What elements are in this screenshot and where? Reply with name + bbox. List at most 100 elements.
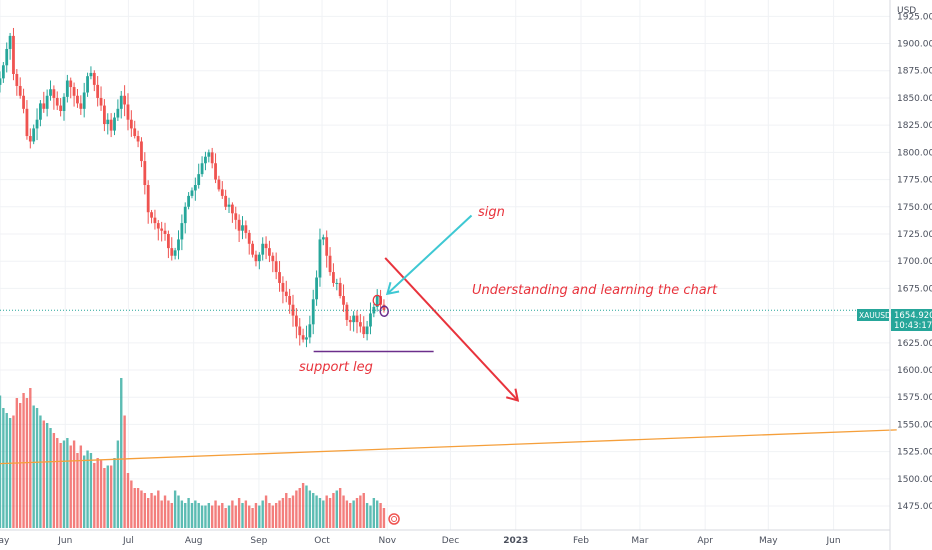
candle-body	[76, 95, 79, 104]
down-arrow-head	[505, 388, 520, 402]
volume-bar	[93, 463, 96, 528]
candle-body	[126, 104, 130, 120]
candle-body	[294, 315, 298, 327]
candle-body	[89, 72, 93, 77]
signal-circle-purple[interactable]	[379, 305, 389, 318]
volume-bar	[109, 465, 113, 528]
volume-bar	[133, 488, 136, 528]
event-marker-icon[interactable]	[388, 513, 400, 525]
candle-body	[72, 87, 76, 96]
candle-body	[150, 212, 153, 218]
bar-countdown: 10:43:17	[894, 321, 932, 331]
sign-annotation[interactable]: sign	[478, 205, 505, 220]
volume-bar	[295, 490, 298, 528]
volume-bar	[332, 493, 335, 528]
volume-bar	[217, 505, 221, 528]
volume-bar	[163, 495, 167, 528]
down-arrow[interactable]	[384, 257, 519, 402]
volume-bar	[301, 483, 305, 528]
volume-bar	[177, 495, 180, 528]
candle-body	[129, 119, 133, 129]
candle-body	[193, 185, 197, 191]
y-tick-label: 1475.000	[897, 502, 932, 512]
candle-body	[382, 304, 386, 311]
candle-body	[177, 239, 180, 251]
candle-body	[8, 35, 12, 49]
candle-body	[113, 117, 116, 131]
candle-body	[291, 304, 295, 316]
volume-bar	[285, 493, 288, 528]
x-tick-label: Jun	[826, 536, 841, 546]
candle-body	[234, 213, 238, 220]
candle-body	[214, 163, 217, 180]
volume-bar	[254, 503, 258, 528]
candle-body	[207, 152, 211, 157]
candle-body	[264, 243, 268, 249]
volume-bar	[278, 500, 281, 528]
candle-body	[301, 335, 305, 340]
volume-bar	[231, 500, 234, 528]
candle-body	[28, 136, 32, 142]
volume-bar	[173, 490, 177, 528]
volume-bar	[153, 495, 157, 528]
candle-body	[119, 95, 123, 109]
volume-bar	[113, 458, 116, 528]
candle-body	[15, 74, 19, 86]
volume-bar	[261, 500, 264, 528]
volume-bar	[214, 500, 217, 528]
volume-bar	[66, 438, 69, 528]
candle-body	[39, 103, 42, 120]
candle-body	[281, 282, 285, 292]
candle-body	[288, 296, 292, 305]
support-annotation[interactable]: support leg	[299, 360, 373, 375]
volume-bar	[190, 503, 194, 528]
y-tick-label: 1800.000	[897, 148, 932, 158]
volume-bar	[5, 413, 8, 528]
candle-body	[190, 190, 194, 196]
candle-body	[217, 179, 221, 190]
y-tick-label: 1925.000	[897, 12, 932, 22]
y-tick-label: 1525.000	[897, 448, 932, 458]
candle-body	[247, 232, 251, 244]
trend-line[interactable]	[0, 429, 897, 465]
volume-bar	[258, 505, 261, 528]
volume-bar	[328, 498, 332, 528]
candle-body	[59, 105, 63, 112]
volume-bar	[136, 488, 140, 528]
volume-bar	[315, 495, 318, 528]
volume-bar	[197, 503, 200, 528]
volume-bar	[116, 440, 120, 528]
candle-body	[261, 243, 265, 255]
candle-body	[166, 233, 170, 249]
volume-bar	[288, 498, 291, 528]
symbol-tag-bg	[857, 309, 889, 321]
volume-bar	[62, 440, 66, 528]
price-axis[interactable]: 1925.000 1900.000 1875.000 1850.000 1825.000…	[897, 12, 932, 512]
candle-body	[375, 296, 379, 307]
candle-body	[274, 261, 278, 273]
candle-body	[200, 163, 204, 175]
time-axis[interactable]: May Jun Jul Aug Sep Oct Nov Dec 2023 Feb Mar Apr May…	[0, 536, 841, 546]
candle-body	[173, 250, 177, 256]
signal-circle-red[interactable]	[372, 294, 382, 307]
candle-body	[136, 136, 140, 142]
main-annotation[interactable]: Understanding and learning the chart	[472, 283, 718, 298]
y-tick-label: 1750.000	[897, 203, 932, 213]
volume-bar	[376, 500, 379, 528]
sign-arrow[interactable]	[386, 214, 473, 295]
volume-bar	[298, 488, 301, 528]
volume-bar	[150, 493, 153, 528]
volume-bar	[39, 415, 42, 528]
volume-bar	[32, 405, 35, 528]
volume-bar	[106, 465, 109, 528]
last-price-tag: XAUUSD 1654.920 10:43:17	[857, 309, 932, 331]
candle-body	[244, 225, 248, 233]
candle-body	[69, 80, 73, 88]
volume-bar	[221, 503, 224, 528]
candle-body	[210, 152, 214, 164]
volume-bar	[29, 388, 32, 528]
currency-label: USD	[897, 6, 916, 16]
y-tick-label: 1675.000	[897, 284, 932, 294]
